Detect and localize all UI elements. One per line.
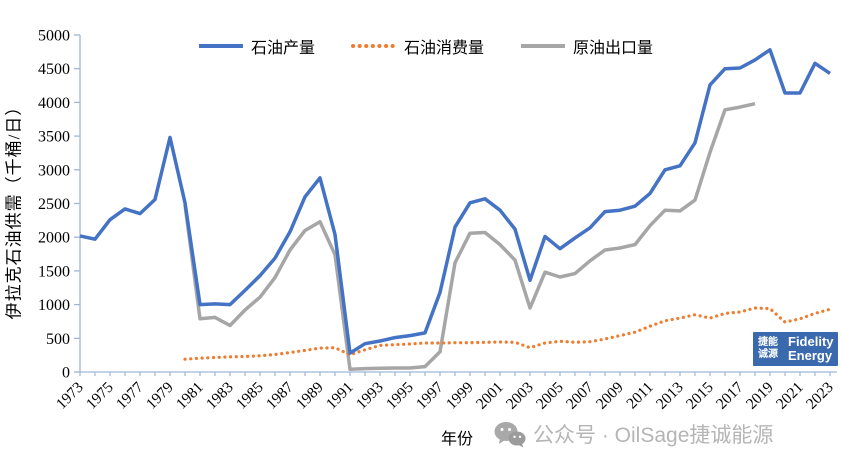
svg-text:1500: 1500 xyxy=(38,263,70,280)
wechat-icon xyxy=(494,421,526,447)
svg-text:1975: 1975 xyxy=(83,379,117,413)
svg-text:2009: 2009 xyxy=(593,379,627,413)
svg-text:1983: 1983 xyxy=(203,379,237,413)
legend-label-production: 石油产量 xyxy=(251,40,316,57)
svg-text:2000: 2000 xyxy=(38,230,70,247)
svg-text:5000: 5000 xyxy=(38,28,70,45)
watermark-text: 公众号 · OilSage捷诚能源 xyxy=(533,424,774,447)
svg-text:2005: 2005 xyxy=(533,379,567,413)
svg-text:3500: 3500 xyxy=(38,129,70,146)
production-line-swatch xyxy=(199,44,243,48)
legend-item-consumption: 石油消费量 xyxy=(351,34,484,58)
svg-text:1999: 1999 xyxy=(443,379,477,413)
svg-text:2019: 2019 xyxy=(743,379,777,413)
legend-item-production: 石油产量 xyxy=(198,34,315,58)
svg-text:1991: 1991 xyxy=(323,379,357,413)
svg-text:1995: 1995 xyxy=(383,379,417,413)
svg-text:2021: 2021 xyxy=(773,379,807,413)
svg-text:2013: 2013 xyxy=(653,379,687,413)
svg-text:1987: 1987 xyxy=(263,379,297,413)
legend-item-exports: 原油出口量 xyxy=(520,34,653,58)
svg-text:0: 0 xyxy=(62,365,70,382)
svg-text:2011: 2011 xyxy=(623,379,657,413)
svg-text:1985: 1985 xyxy=(233,379,267,413)
svg-text:2001: 2001 xyxy=(473,379,507,413)
svg-text:2015: 2015 xyxy=(683,379,717,413)
svg-text:3000: 3000 xyxy=(38,162,70,179)
svg-text:2007: 2007 xyxy=(563,379,597,413)
svg-text:1981: 1981 xyxy=(173,379,207,413)
svg-text:2023: 2023 xyxy=(803,379,837,413)
logo-english-text: Fidelity Energy xyxy=(788,333,834,363)
svg-text:1000: 1000 xyxy=(38,297,70,314)
svg-text:1973: 1973 xyxy=(53,379,87,413)
exports-line-swatch xyxy=(521,44,566,48)
svg-text:500: 500 xyxy=(46,331,70,348)
consumption-line-swatch xyxy=(351,44,398,48)
svg-text:1993: 1993 xyxy=(353,379,387,413)
svg-text:2003: 2003 xyxy=(503,379,537,413)
wechat-watermark: 公众号 · OilSage捷诚能源 xyxy=(494,419,773,449)
svg-text:4500: 4500 xyxy=(38,61,70,78)
svg-text:2017: 2017 xyxy=(713,379,747,413)
chart-legend: 石油产量 石油消费量 原油出口量 xyxy=(198,34,653,58)
logo-chinese-text: 捷能 诚源 xyxy=(758,336,778,361)
svg-text:4000: 4000 xyxy=(38,95,70,112)
svg-text:2500: 2500 xyxy=(38,196,70,213)
svg-text:1997: 1997 xyxy=(413,379,447,413)
svg-text:1979: 1979 xyxy=(143,379,177,413)
legend-label-exports: 原油出口量 xyxy=(573,40,654,57)
x-axis-title: 年份 xyxy=(441,431,474,448)
legend-label-consumption: 石油消费量 xyxy=(404,40,485,57)
svg-text:1977: 1977 xyxy=(113,379,147,413)
y-axis-title: 伊拉克石油供需（千桶/日） xyxy=(4,97,24,320)
svg-text:1989: 1989 xyxy=(293,379,327,413)
fidelity-energy-logo: 捷能 诚源 Fidelity Energy xyxy=(753,332,838,366)
